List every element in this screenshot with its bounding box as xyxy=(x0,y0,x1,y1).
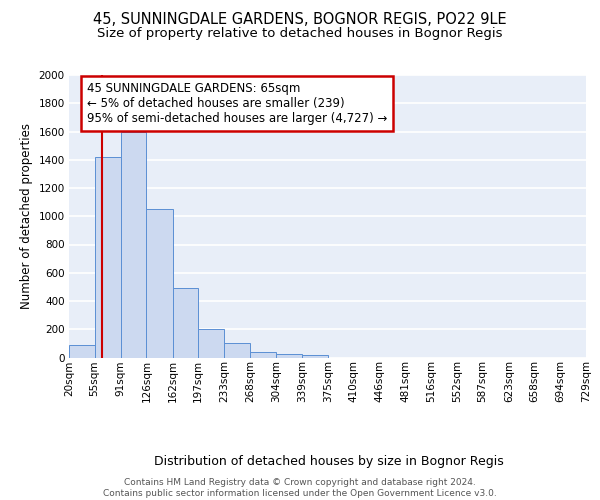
Bar xyxy=(276,354,302,358)
Bar xyxy=(198,328,224,358)
Text: Size of property relative to detached houses in Bognor Regis: Size of property relative to detached ho… xyxy=(97,28,503,40)
Bar xyxy=(250,352,276,358)
Y-axis label: Number of detached properties: Number of detached properties xyxy=(20,123,33,309)
Bar xyxy=(121,132,146,358)
Text: 45 SUNNINGDALE GARDENS: 65sqm
← 5% of detached houses are smaller (239)
95% of s: 45 SUNNINGDALE GARDENS: 65sqm ← 5% of de… xyxy=(87,82,388,125)
Bar xyxy=(95,157,121,358)
Text: 45, SUNNINGDALE GARDENS, BOGNOR REGIS, PO22 9LE: 45, SUNNINGDALE GARDENS, BOGNOR REGIS, P… xyxy=(93,12,507,28)
Text: Distribution of detached houses by size in Bognor Regis: Distribution of detached houses by size … xyxy=(154,454,503,468)
Text: Contains HM Land Registry data © Crown copyright and database right 2024.
Contai: Contains HM Land Registry data © Crown c… xyxy=(103,478,497,498)
Bar xyxy=(302,354,328,358)
Bar xyxy=(224,342,250,357)
Bar xyxy=(173,288,198,358)
Bar xyxy=(146,209,173,358)
Bar xyxy=(69,346,95,358)
